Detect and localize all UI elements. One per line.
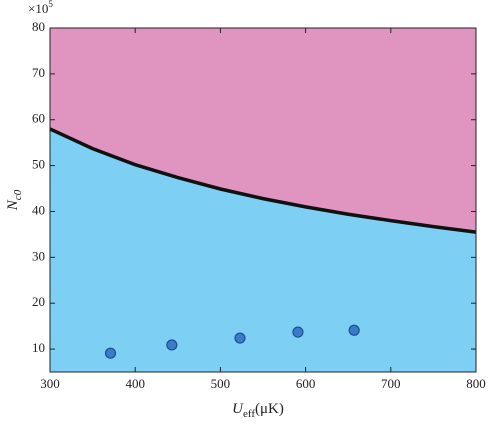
plot-area [49, 28, 477, 372]
curve [49, 127, 477, 234]
y-tick-label: 60 [32, 111, 45, 126]
plot-frame [49, 27, 477, 373]
data-point [166, 339, 178, 351]
data-point [348, 324, 360, 336]
y-tick-label: 80 [32, 19, 45, 34]
x-tick-label: 800 [466, 376, 486, 391]
x-tick-label: 400 [125, 376, 145, 391]
y-multiplier-exp: 5 [48, 0, 53, 9]
data-point [234, 332, 246, 344]
y-tick-label: 10 [32, 340, 45, 355]
y-label-sub: c0 [12, 189, 24, 200]
x-label-unit: (μK) [255, 401, 284, 417]
x-axis-label: Ueff(μK) [232, 401, 284, 419]
y-tick-label: 20 [32, 294, 45, 309]
x-tick-label: 600 [296, 376, 316, 391]
y-tick-label: 40 [32, 202, 45, 217]
x-label-sub: eff [243, 408, 255, 420]
x-tick-label: 300 [40, 376, 60, 391]
x-tick-label: 700 [381, 376, 401, 391]
x-tick-label: 500 [211, 376, 231, 391]
y-label-main: N [5, 199, 21, 211]
y-multiplier: ×105 [28, 0, 53, 16]
region-below [50, 128, 476, 372]
y-tick-label: 50 [32, 157, 45, 172]
y-axis-label: Nc0 [5, 189, 23, 211]
data-point [292, 326, 304, 338]
x-label-main: U [232, 401, 244, 417]
data-point [104, 347, 117, 359]
y-multiplier-base: ×10 [28, 1, 48, 16]
region-above [50, 28, 476, 233]
y-tick-label: 30 [32, 248, 45, 263]
y-tick-label: 70 [32, 65, 45, 80]
